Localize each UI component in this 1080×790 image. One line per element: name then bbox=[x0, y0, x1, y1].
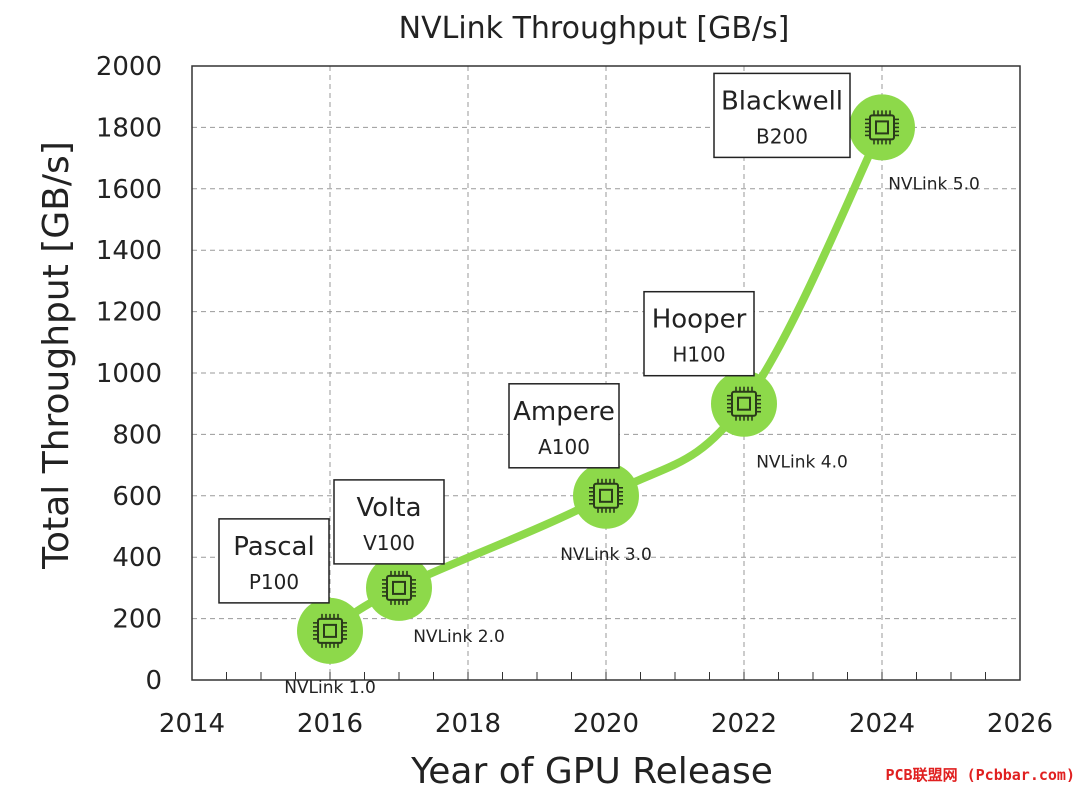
gpu-model: V100 bbox=[363, 531, 415, 555]
x-tick-labels: 2014 2016 2018 2020 2022 2024 2026 bbox=[159, 709, 1053, 739]
nvlink-version-label: NVLink 1.0 bbox=[284, 678, 376, 698]
nvlink-version-label: NVLink 3.0 bbox=[560, 545, 652, 565]
data-point-circle bbox=[366, 554, 432, 621]
y-tick-label: 800 bbox=[112, 420, 162, 450]
y-tick-labels: 0 200 400 600 800 1000 1200 1400 1600 1800 2000 bbox=[96, 52, 162, 696]
x-minor-ticks bbox=[226, 672, 986, 680]
architecture-label-box: Hooper H100 bbox=[643, 290, 755, 377]
label-box-frame bbox=[508, 383, 620, 469]
architecture-label-box: Volta V100 bbox=[333, 479, 445, 565]
y-tick-label: 1600 bbox=[96, 175, 162, 205]
y-tick-label: 2000 bbox=[96, 52, 162, 82]
label-box-frame bbox=[333, 479, 445, 565]
y-tick-label: 600 bbox=[112, 482, 162, 512]
y-tick-label: 1800 bbox=[96, 113, 162, 143]
data-point bbox=[849, 94, 915, 161]
y-tick-label: 1200 bbox=[96, 298, 162, 328]
label-box-frame bbox=[218, 518, 330, 604]
gpu-model: A100 bbox=[538, 435, 590, 459]
x-tick-label: 2020 bbox=[573, 709, 639, 739]
data-point bbox=[711, 370, 777, 437]
data-point bbox=[573, 462, 639, 529]
x-tick-label: 2018 bbox=[435, 709, 501, 739]
y-tick-label: 0 bbox=[145, 666, 162, 696]
nvlink-version-label: NVLink 5.0 bbox=[888, 174, 980, 194]
chip-icon bbox=[727, 386, 761, 421]
gpu-model: B200 bbox=[756, 124, 808, 148]
architecture-name: Blackwell bbox=[721, 86, 843, 116]
chip-icon bbox=[589, 478, 623, 513]
y-tick-label: 400 bbox=[112, 543, 162, 573]
architecture-label-box: Ampere A100 bbox=[508, 383, 620, 469]
x-tick-label: 2026 bbox=[987, 709, 1053, 739]
chart-title: NVLink Throughput [GB/s] bbox=[399, 11, 790, 46]
x-tick-label: 2016 bbox=[297, 709, 363, 739]
data-point bbox=[297, 597, 363, 664]
gpu-model: P100 bbox=[249, 570, 299, 594]
architecture-name: Hooper bbox=[652, 305, 747, 335]
chip-icon bbox=[865, 110, 899, 145]
architecture-name: Ampere bbox=[513, 397, 615, 427]
label-box-frame bbox=[713, 72, 851, 159]
data-point-circle bbox=[711, 370, 777, 437]
y-tick-label: 1000 bbox=[96, 359, 162, 389]
y-tick-label: 200 bbox=[112, 605, 162, 635]
chip-icon bbox=[313, 613, 347, 648]
y-tick-label: 1400 bbox=[96, 236, 162, 266]
point-labels: NVLink 1.0 Pascal P100 NVLink 2.0 Volta V100 N… bbox=[218, 72, 980, 698]
gpu-model: H100 bbox=[672, 343, 725, 367]
nvlink-version-label: NVLink 2.0 bbox=[413, 627, 505, 647]
data-point-circle bbox=[849, 94, 915, 161]
architecture-name: Volta bbox=[356, 493, 421, 523]
nvlink-version-label: NVLink 4.0 bbox=[756, 453, 848, 473]
chip-icon bbox=[382, 570, 416, 605]
x-axis-title: Year of GPU Release bbox=[410, 751, 773, 790]
watermark: PCB联盟网 (Pcbbar.com) bbox=[886, 766, 1076, 784]
architecture-label-box: Pascal P100 bbox=[218, 518, 330, 604]
data-point bbox=[366, 554, 432, 621]
label-box-frame bbox=[643, 290, 755, 377]
architecture-name: Pascal bbox=[233, 532, 314, 562]
architecture-label-box: Blackwell B200 bbox=[713, 72, 851, 159]
y-axis-title: Total Throughput [GB/s] bbox=[36, 141, 77, 570]
data-points bbox=[297, 94, 915, 664]
x-tick-label: 2024 bbox=[849, 709, 915, 739]
x-tick-label: 2022 bbox=[711, 709, 777, 739]
data-point-circle bbox=[297, 597, 363, 664]
x-tick-label: 2014 bbox=[159, 709, 225, 739]
data-point-circle bbox=[573, 462, 639, 529]
